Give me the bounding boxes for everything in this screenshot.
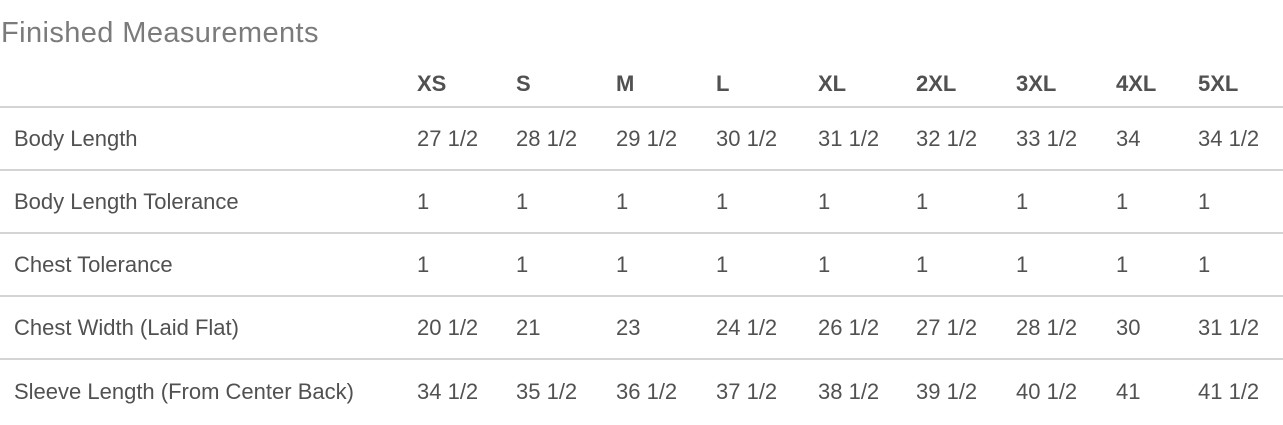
measurement-cell: 20 1/2 [417, 314, 479, 340]
measurement-cell: 27 1/2 [417, 125, 479, 151]
size-header-row: XS S M L XL 2XL 3XL 4XL 5XL [0, 52, 1283, 108]
measurement-cell: 1 [818, 251, 831, 277]
measurement-cell: 39 1/2 [916, 378, 978, 404]
row-label: Chest Tolerance [14, 251, 173, 277]
size-column-header-5xl: 5XL [1198, 71, 1239, 96]
measurement-cell: 1 [1198, 251, 1211, 277]
measurement-cell: 1 [716, 188, 729, 214]
row-label: Body Length [14, 125, 138, 151]
size-column-header-m: M [616, 71, 635, 96]
measurement-cell: 34 1/2 [1198, 125, 1260, 151]
table-row-chest-width: Chest Width (Laid Flat) 20 1/2 21 23 24 … [0, 297, 1283, 360]
measurement-cell: 28 1/2 [516, 125, 578, 151]
measurement-cell: 1 [716, 251, 729, 277]
size-column-header-2xl: 2XL [916, 71, 957, 96]
measurement-cell: 1 [417, 251, 430, 277]
measurement-cell: 36 1/2 [616, 378, 678, 404]
measurement-cell: 35 1/2 [516, 378, 578, 404]
measurement-cell: 1 [616, 188, 629, 214]
measurement-cell: 1 [417, 188, 430, 214]
size-column-header-xs: XS [417, 71, 447, 96]
size-chart-table: XS S M L XL 2XL 3XL 4XL 5XL Body Length … [0, 52, 1283, 423]
measurement-cell: 38 1/2 [818, 378, 880, 404]
measurement-cell: 24 1/2 [716, 314, 778, 340]
measurement-cell: 34 [1116, 125, 1141, 151]
measurement-cell: 1 [916, 188, 929, 214]
measurement-cell: 41 1/2 [1198, 378, 1260, 404]
measurement-cell: 30 [1116, 314, 1141, 340]
measurement-cell: 34 1/2 [417, 378, 479, 404]
measurement-cell: 1 [916, 251, 929, 277]
measurement-cell: 30 1/2 [716, 125, 778, 151]
size-column-header-3xl: 3XL [1016, 71, 1057, 96]
measurement-cell: 23 [616, 314, 641, 340]
measurement-cell: 28 1/2 [1016, 314, 1078, 340]
size-column-header-l: L [716, 71, 730, 96]
measurement-cell: 1 [516, 188, 529, 214]
measurement-cell: 26 1/2 [818, 314, 880, 340]
measurement-cell: 32 1/2 [916, 125, 978, 151]
size-column-header-s: S [516, 71, 531, 96]
page-title: Finished Measurements [1, 17, 319, 49]
measurement-cell: 40 1/2 [1016, 378, 1078, 404]
row-label: Body Length Tolerance [14, 188, 239, 214]
measurement-cell: 31 1/2 [1198, 314, 1260, 340]
measurement-cell: 29 1/2 [616, 125, 678, 151]
measurement-cell: 33 1/2 [1016, 125, 1078, 151]
measurement-cell: 1 [516, 251, 529, 277]
measurement-cell: 1 [1116, 251, 1129, 277]
row-label: Sleeve Length (From Center Back) [14, 378, 354, 404]
measurement-cell: 21 [516, 314, 541, 340]
measurement-cell: 37 1/2 [716, 378, 778, 404]
measurement-cell: 1 [1198, 188, 1211, 214]
measurement-cell: 1 [1016, 188, 1029, 214]
table-row-body-length: Body Length 27 1/2 28 1/2 29 1/2 30 1/2 … [0, 108, 1283, 171]
size-column-header-xl: XL [818, 71, 847, 96]
measurement-cell: 41 [1116, 378, 1141, 404]
measurement-cell: 1 [1016, 251, 1029, 277]
size-column-header-4xl: 4XL [1116, 71, 1157, 96]
table-row-sleeve-length: Sleeve Length (From Center Back) 34 1/2 … [0, 360, 1283, 423]
measurement-cell: 1 [616, 251, 629, 277]
measurement-cell: 31 1/2 [818, 125, 880, 151]
table-row-chest-tolerance: Chest Tolerance 1 1 1 1 1 1 1 1 1 [0, 234, 1283, 297]
measurement-cell: 1 [1116, 188, 1129, 214]
measurement-cell: 1 [818, 188, 831, 214]
row-label: Chest Width (Laid Flat) [14, 314, 239, 340]
table-row-body-length-tolerance: Body Length Tolerance 1 1 1 1 1 1 1 1 1 [0, 171, 1283, 234]
measurement-cell: 27 1/2 [916, 314, 978, 340]
